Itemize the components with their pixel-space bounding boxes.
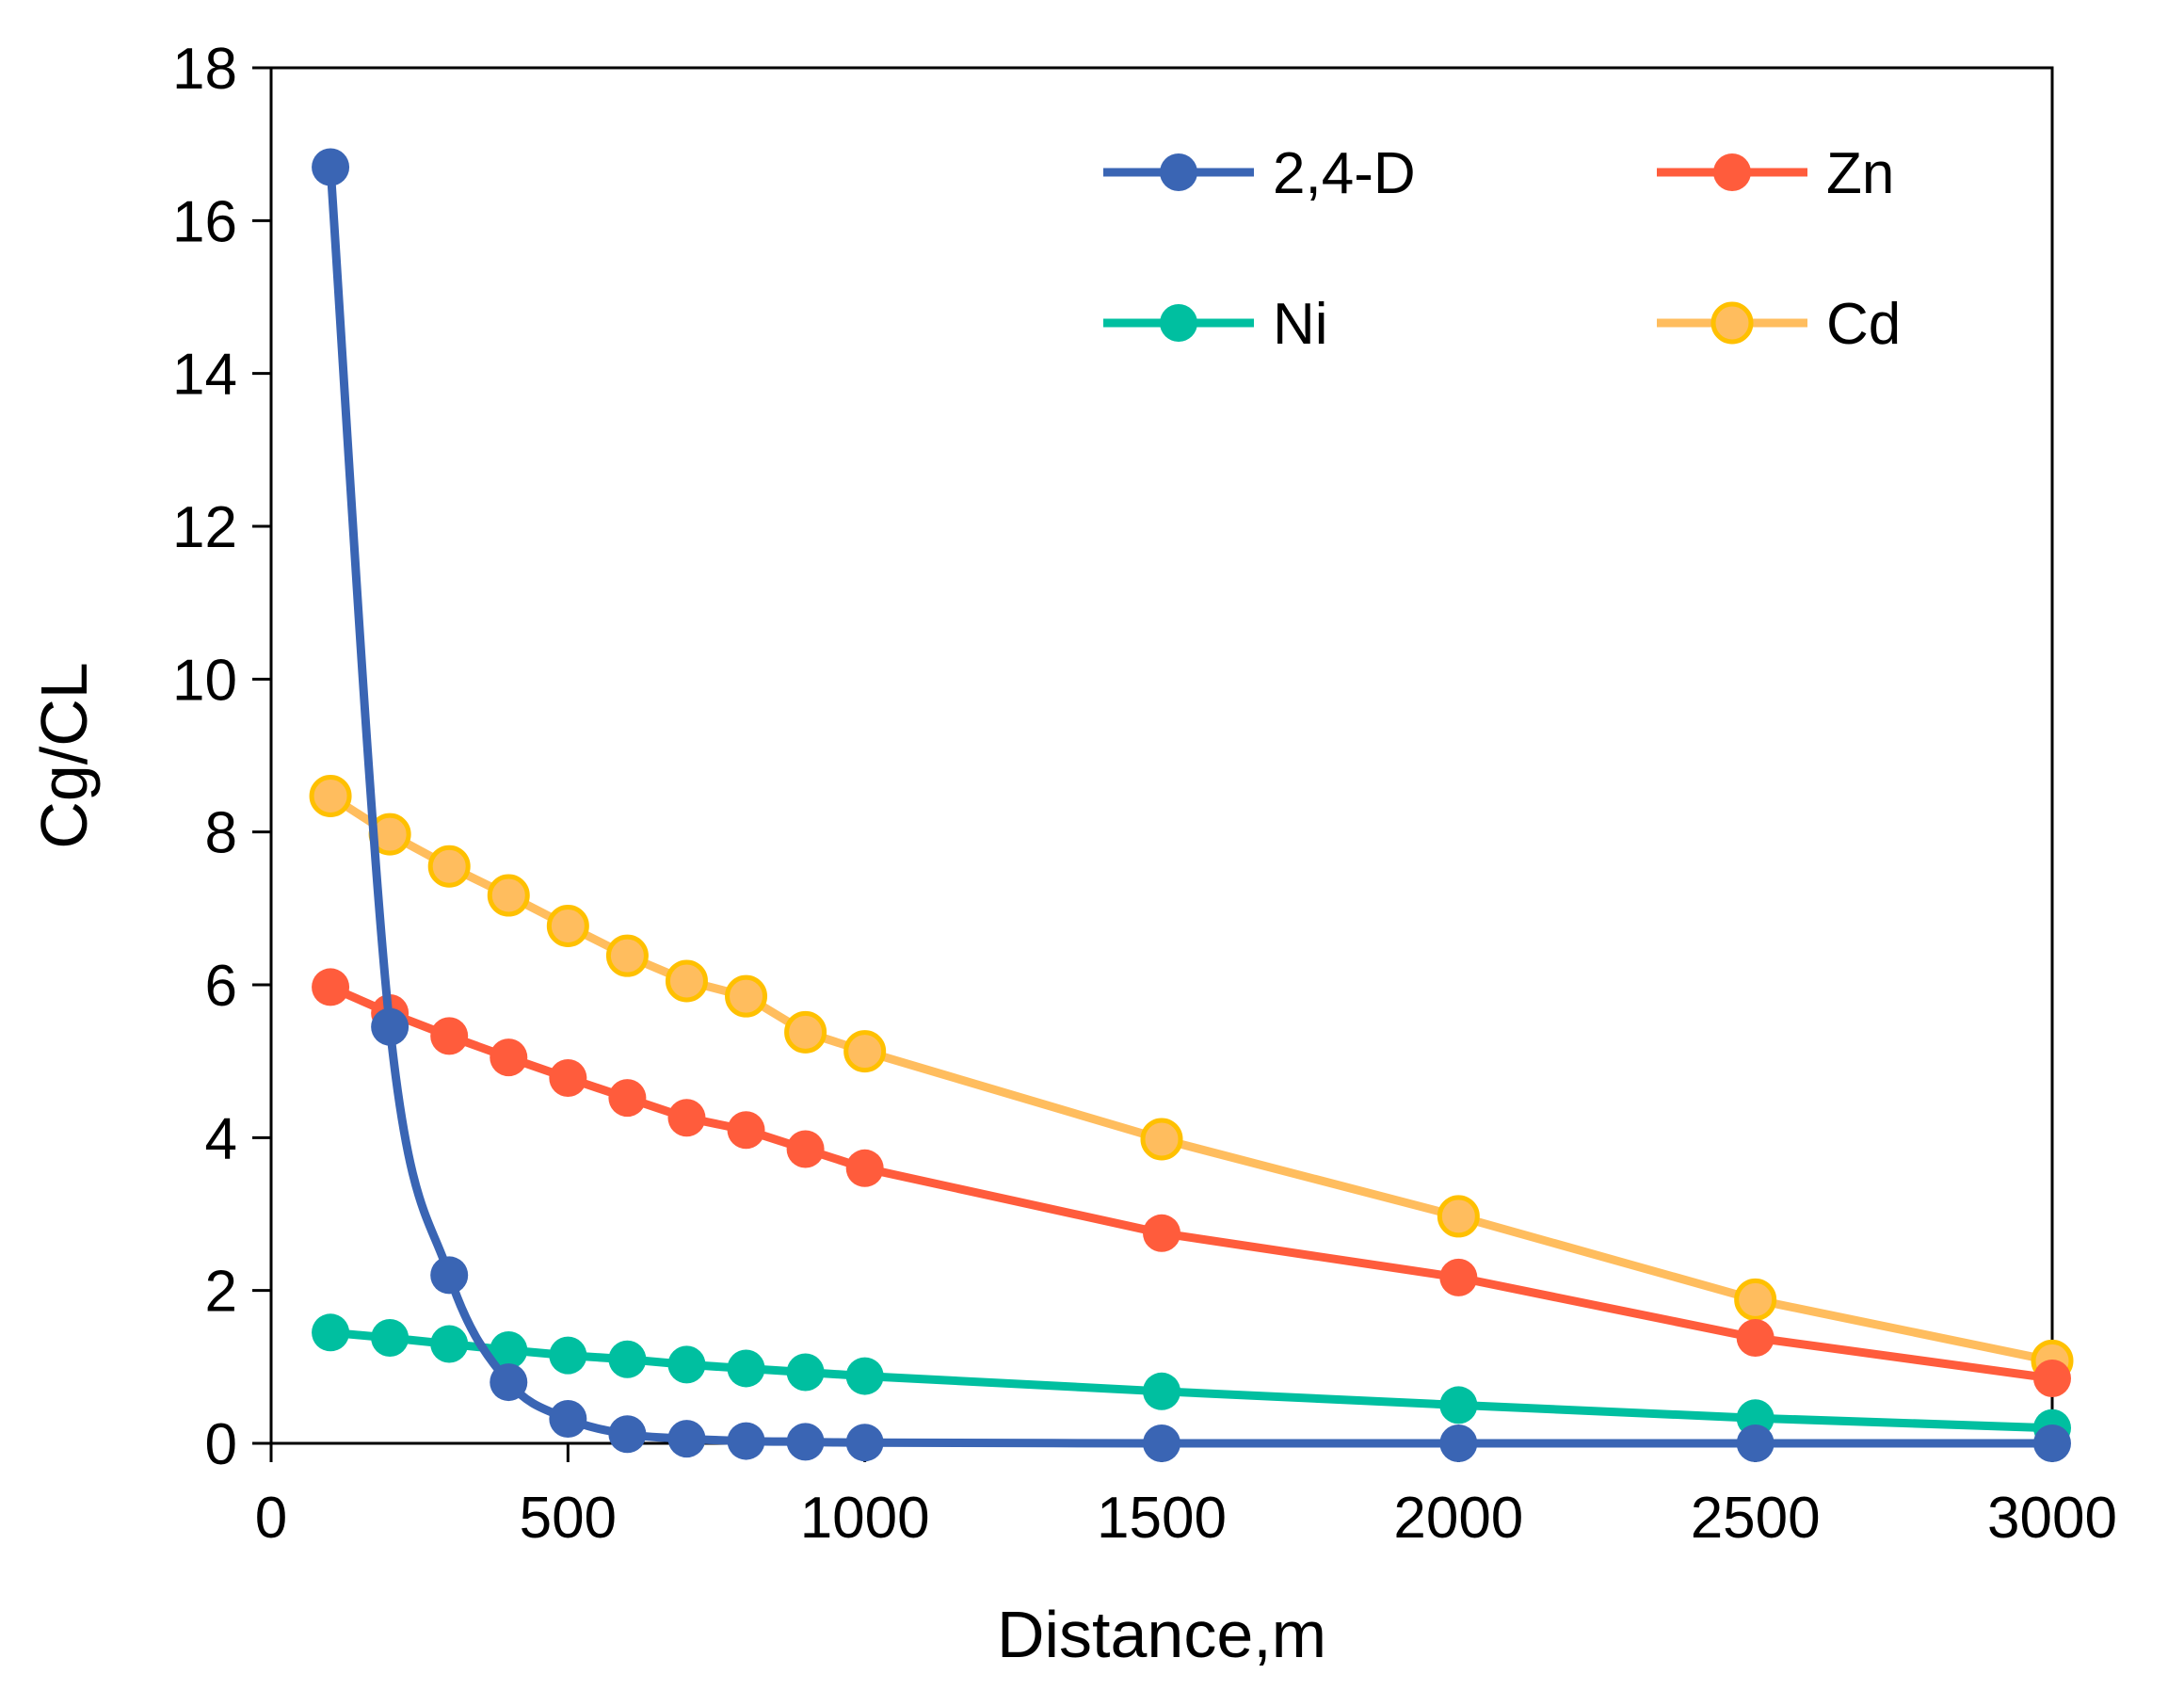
data-point — [1437, 1195, 1480, 1238]
data-point — [549, 1400, 587, 1439]
data-point — [1734, 1278, 1777, 1321]
legend-item: 2,4-D — [1103, 141, 1416, 206]
legend-marker — [1160, 153, 1197, 191]
data-point — [490, 1363, 528, 1402]
data-point — [784, 1010, 827, 1054]
series-line — [329, 983, 2053, 1383]
data-point — [845, 1149, 884, 1187]
data-point — [371, 1007, 410, 1046]
data-point — [727, 1349, 765, 1388]
legend-label: Ni — [1273, 292, 1328, 357]
data-point — [427, 845, 471, 888]
x-tick-label: 1000 — [800, 1486, 930, 1551]
x-tick-label: 0 — [255, 1486, 287, 1551]
series-line — [328, 792, 2053, 1365]
data-point — [1439, 1258, 1478, 1296]
legend-marker — [1160, 304, 1197, 342]
data-point — [665, 959, 708, 1003]
data-point — [490, 1330, 528, 1369]
series-layer — [309, 148, 2074, 1462]
y-tick-label: 2 — [205, 1260, 237, 1325]
data-point — [549, 1336, 587, 1375]
y-tick-label: 6 — [205, 954, 237, 1019]
y-axis: 0 2 4 6 8 10 12 14 16 18 — [172, 37, 271, 1477]
x-tick-label: 3000 — [1987, 1486, 2117, 1551]
y-tick-label: 0 — [205, 1412, 237, 1477]
data-point — [786, 1423, 825, 1461]
data-point — [312, 1313, 350, 1352]
legend-label: 2,4-D — [1273, 141, 1416, 206]
data-point — [1143, 1424, 1180, 1462]
x-tick-label: 2500 — [1691, 1486, 1821, 1551]
x-tick-label: 1500 — [1097, 1486, 1227, 1551]
data-point — [430, 1017, 469, 1055]
y-tick-label: 16 — [172, 189, 237, 254]
x-axis: 0 500 1000 1500 2000 2500 3000 — [255, 1443, 2117, 1551]
series-Zn — [312, 968, 2071, 1398]
data-point — [667, 1099, 706, 1137]
data-point — [1439, 1386, 1478, 1424]
legend-item: Ni — [1103, 292, 1328, 357]
data-point — [1143, 1372, 1180, 1410]
y-tick-label: 14 — [172, 343, 237, 408]
legend-label: Cd — [1826, 292, 1901, 357]
data-point — [430, 1256, 469, 1295]
series-2,4-D — [312, 148, 2071, 1462]
data-point — [608, 1340, 647, 1378]
data-point — [727, 1422, 765, 1460]
data-point — [1140, 1118, 1183, 1161]
y-tick-label: 18 — [172, 37, 237, 102]
data-point — [430, 1325, 469, 1363]
data-point — [727, 1111, 765, 1150]
data-point — [546, 905, 589, 948]
data-point — [608, 1415, 647, 1454]
data-point — [843, 1030, 887, 1073]
data-point — [725, 974, 768, 1018]
data-point — [786, 1353, 825, 1392]
series-Cd — [309, 775, 2074, 1382]
data-point — [549, 1059, 587, 1098]
data-point — [490, 1038, 528, 1077]
series-line — [326, 167, 2052, 1448]
data-point — [2033, 1360, 2071, 1398]
data-point — [1736, 1424, 1774, 1462]
x-tick-label: 2000 — [1393, 1486, 1523, 1551]
data-point — [608, 1079, 647, 1118]
y-tick-label: 8 — [205, 801, 237, 866]
y-tick-label: 4 — [205, 1106, 237, 1171]
data-point — [667, 1420, 706, 1458]
legend-marker — [1713, 153, 1751, 191]
data-point — [667, 1345, 706, 1384]
x-axis-title: Distance,m — [997, 1598, 1326, 1671]
data-point — [845, 1424, 884, 1462]
data-point — [371, 1318, 410, 1357]
legend: 2,4-D Zn Ni Cd — [1103, 141, 1901, 357]
data-point — [2033, 1424, 2071, 1462]
data-point — [309, 775, 352, 818]
legend-label: Zn — [1826, 141, 1894, 206]
data-point — [1736, 1318, 1774, 1357]
data-point — [312, 148, 350, 186]
data-point — [312, 968, 350, 1006]
data-point — [605, 934, 649, 977]
data-point — [1439, 1424, 1478, 1462]
y-tick-label: 12 — [172, 495, 237, 560]
y-axis-title: Cg/CL — [27, 662, 101, 848]
x-tick-label: 500 — [520, 1486, 617, 1551]
data-point — [786, 1130, 825, 1168]
data-point — [487, 874, 530, 917]
data-point — [1143, 1214, 1180, 1252]
y-tick-label: 10 — [172, 648, 237, 713]
legend-item: Cd — [1657, 292, 1901, 357]
legend-marker — [1710, 301, 1754, 345]
data-point — [845, 1357, 884, 1395]
legend-item: Zn — [1657, 141, 1894, 206]
